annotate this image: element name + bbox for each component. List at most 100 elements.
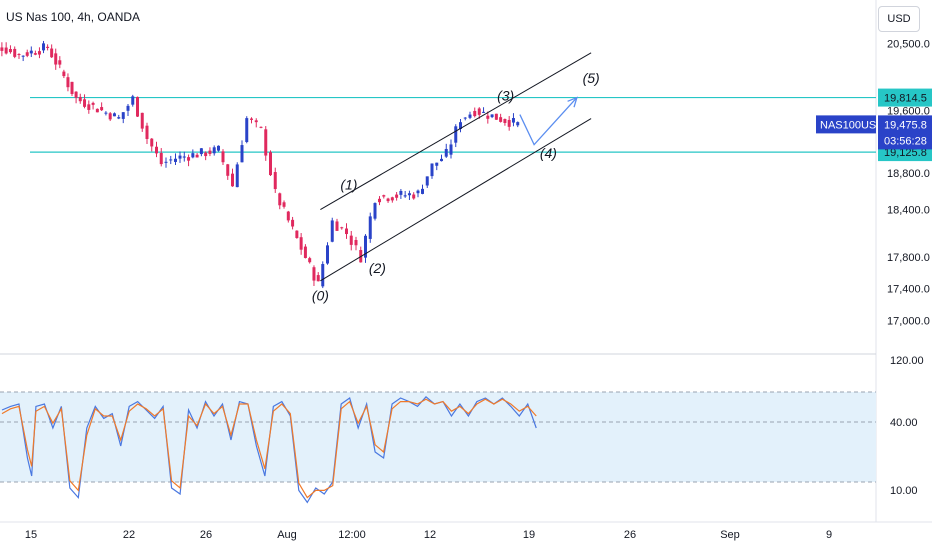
time-tick-label: 22	[123, 529, 135, 541]
candle	[250, 117, 253, 124]
candle-body	[83, 99, 87, 107]
candle	[503, 118, 507, 126]
candle-body	[282, 202, 286, 207]
candle	[226, 163, 230, 180]
candle-body	[231, 173, 234, 187]
wave-label: (1)	[340, 177, 357, 193]
candle	[412, 192, 416, 200]
candle-body	[126, 105, 130, 111]
candle	[104, 111, 108, 116]
candle	[354, 236, 358, 251]
candle-body	[95, 108, 99, 113]
candle	[364, 234, 367, 263]
candle	[216, 145, 220, 152]
candle	[494, 113, 498, 120]
candle	[416, 189, 420, 198]
candle-body	[58, 60, 62, 65]
candle-body	[245, 118, 249, 142]
candle	[282, 200, 286, 209]
candle-body	[21, 55, 25, 57]
candle	[204, 151, 208, 161]
candle-body	[378, 198, 382, 203]
candle	[136, 96, 139, 117]
candle-body	[159, 152, 163, 165]
price-tick-label: 19,600.0	[887, 106, 930, 118]
candle-body	[37, 51, 41, 55]
candle	[425, 176, 429, 188]
candle	[345, 223, 348, 239]
candle	[449, 139, 453, 159]
candle	[259, 126, 263, 129]
candle	[178, 151, 182, 163]
candle-body	[208, 150, 212, 154]
candle-body	[373, 203, 377, 219]
price-tick-label: 17,400.0	[887, 284, 930, 296]
candle-body	[195, 154, 199, 158]
candle	[25, 49, 29, 58]
candle	[507, 116, 511, 131]
candle-body	[416, 190, 420, 194]
candle-body	[104, 112, 108, 114]
candle	[17, 53, 21, 59]
candle	[499, 113, 503, 123]
time-tick-label: 26	[624, 529, 636, 541]
candle	[212, 145, 216, 156]
candle-body	[140, 112, 144, 129]
candle	[278, 192, 282, 210]
candle-body	[291, 219, 295, 227]
candle-body	[454, 126, 458, 143]
candle-body	[477, 108, 481, 115]
candle-body	[254, 120, 258, 123]
chart-title: US Nas 100, 4h, OANDA	[6, 10, 141, 24]
projection-arrowhead	[567, 96, 578, 108]
candle	[235, 162, 239, 188]
candle-body	[345, 228, 348, 235]
candle-body	[440, 158, 443, 162]
stochastic-pane	[0, 391, 876, 504]
candle	[430, 163, 434, 179]
candle-body	[235, 164, 239, 188]
candle-body	[174, 158, 177, 162]
candle	[390, 196, 394, 203]
candle	[199, 148, 203, 157]
candle	[316, 272, 320, 282]
candle	[112, 112, 116, 117]
level-lines	[30, 96, 876, 153]
candle	[140, 112, 144, 132]
candle	[335, 218, 339, 231]
candle-body	[221, 151, 225, 163]
candle	[295, 230, 299, 239]
candle	[308, 256, 312, 264]
candle-body	[444, 148, 448, 157]
candle	[37, 47, 41, 59]
time-tick-label: 19	[523, 529, 535, 541]
candle-body	[46, 46, 50, 48]
time-tick-label: Aug	[277, 529, 297, 541]
candle-body	[435, 162, 439, 166]
symbol-tag-label: NAS100USD	[820, 119, 884, 131]
candle-body	[100, 107, 104, 111]
candle	[340, 226, 344, 230]
price-tick-label: 17,800.0	[887, 252, 930, 264]
candle-body	[273, 172, 277, 190]
candle-body	[278, 193, 282, 206]
candle	[444, 143, 448, 158]
candle-body	[449, 144, 453, 155]
wave-label: (0)	[312, 288, 329, 304]
candle	[326, 242, 329, 265]
candle	[66, 73, 70, 92]
candle	[378, 196, 382, 206]
candle	[187, 154, 191, 167]
candle-body	[511, 118, 515, 123]
candle	[95, 108, 99, 113]
time-tick-label: 12:00	[338, 529, 366, 541]
candle-body	[312, 267, 316, 281]
candle	[407, 190, 411, 201]
candle	[78, 93, 82, 104]
candle-body	[330, 220, 334, 242]
candle	[33, 50, 37, 56]
currency-button[interactable]: USD	[878, 6, 920, 32]
symbol-tag-bg	[816, 115, 876, 134]
candle-body	[8, 49, 12, 53]
